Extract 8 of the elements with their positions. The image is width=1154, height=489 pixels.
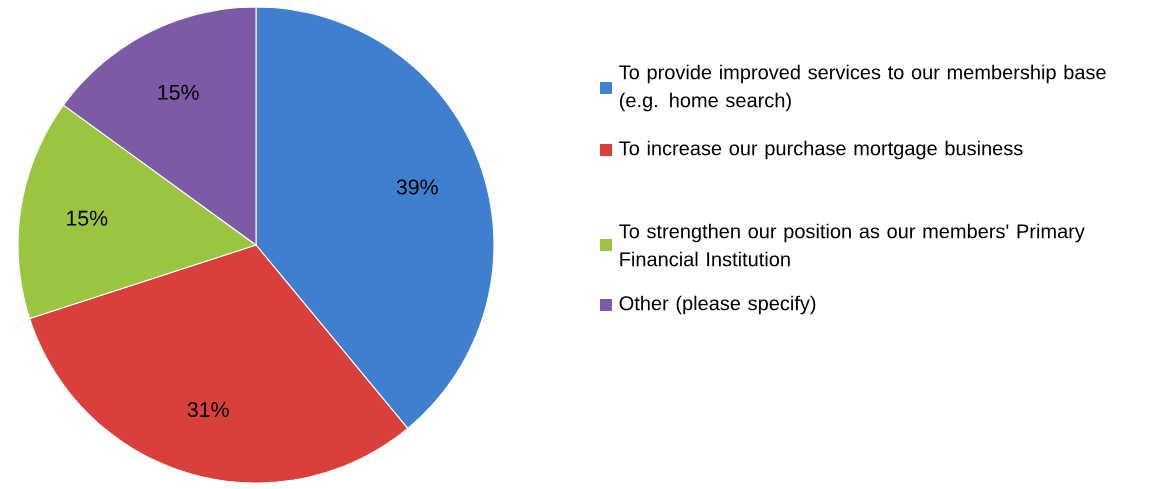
legend-label: To increase our purchase mortgage business (619, 140, 1023, 160)
legend-label: Other (please specify) (619, 295, 816, 315)
legend-label: To provide improved services to our membership base (e.g. home search) (619, 64, 1106, 112)
data-label: 15% (158, 84, 199, 100)
data-label: 31% (187, 402, 229, 418)
data-label: 39% (396, 179, 438, 195)
data-label: 15% (67, 210, 108, 226)
legend-label: To strengthen our position as our members' Primary Financial Institution (619, 223, 1085, 267)
